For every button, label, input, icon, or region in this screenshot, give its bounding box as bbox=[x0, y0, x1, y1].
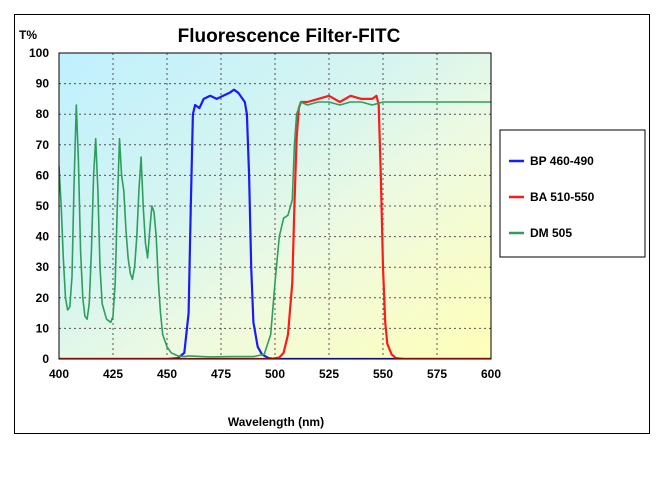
y-tick-label: 60 bbox=[36, 168, 50, 182]
y-tick-label: 50 bbox=[36, 199, 50, 213]
series-layer bbox=[59, 88, 491, 359]
y-tick-label: 40 bbox=[36, 230, 50, 244]
y-tick-label: 20 bbox=[36, 291, 50, 305]
y-tick-label: 30 bbox=[36, 260, 50, 274]
x-tick-label: 475 bbox=[211, 367, 231, 381]
y-tick-label: 10 bbox=[36, 321, 50, 335]
x-tick-label: 500 bbox=[265, 367, 285, 381]
series-line-2 bbox=[59, 94, 491, 359]
chart-title: Fluorescence Filter-FITC bbox=[178, 26, 401, 47]
plot-frame bbox=[58, 52, 492, 360]
x-tick-label: 600 bbox=[481, 367, 501, 381]
x-tick-label: 400 bbox=[49, 367, 69, 381]
x-tick-label: 425 bbox=[103, 367, 123, 381]
y-tick-label: 0 bbox=[42, 352, 49, 366]
y-axis-label: T% bbox=[19, 28, 37, 42]
y-tick-label: 90 bbox=[36, 77, 50, 91]
chart-figure: Fluorescence Filter-FITC T% 400 425 450 475… bbox=[14, 14, 650, 434]
chart-svg: Fluorescence Filter-FITC T% 400 425 450 475… bbox=[19, 26, 646, 429]
x-tick-label: 450 bbox=[157, 367, 177, 381]
y-tick-label: 70 bbox=[36, 138, 50, 152]
grid-lines bbox=[59, 53, 491, 359]
y-tick-labels: 0 10 20 30 40 50 60 70 80 90 100 bbox=[29, 46, 49, 366]
series-line-3 bbox=[59, 101, 491, 358]
legend: BP 460-490 BA 510-550 DM 505 bbox=[499, 129, 646, 258]
y-tick-label: 100 bbox=[29, 46, 49, 60]
legend-label-1: BP 460-490 bbox=[530, 154, 594, 168]
legend-box bbox=[499, 129, 646, 258]
x-tick-label: 575 bbox=[427, 367, 447, 381]
x-tick-label: 550 bbox=[373, 367, 393, 381]
legend-label-2: BA 510-550 bbox=[530, 190, 595, 204]
legend-label-3: DM 505 bbox=[530, 226, 572, 240]
series-line-1 bbox=[59, 88, 491, 359]
x-axis-label: Wavelength (nm) bbox=[228, 415, 324, 429]
x-tick-labels: 400 425 450 475 500 525 550 575 600 bbox=[49, 367, 501, 381]
y-tick-label: 80 bbox=[36, 107, 50, 121]
x-tick-label: 525 bbox=[319, 367, 339, 381]
